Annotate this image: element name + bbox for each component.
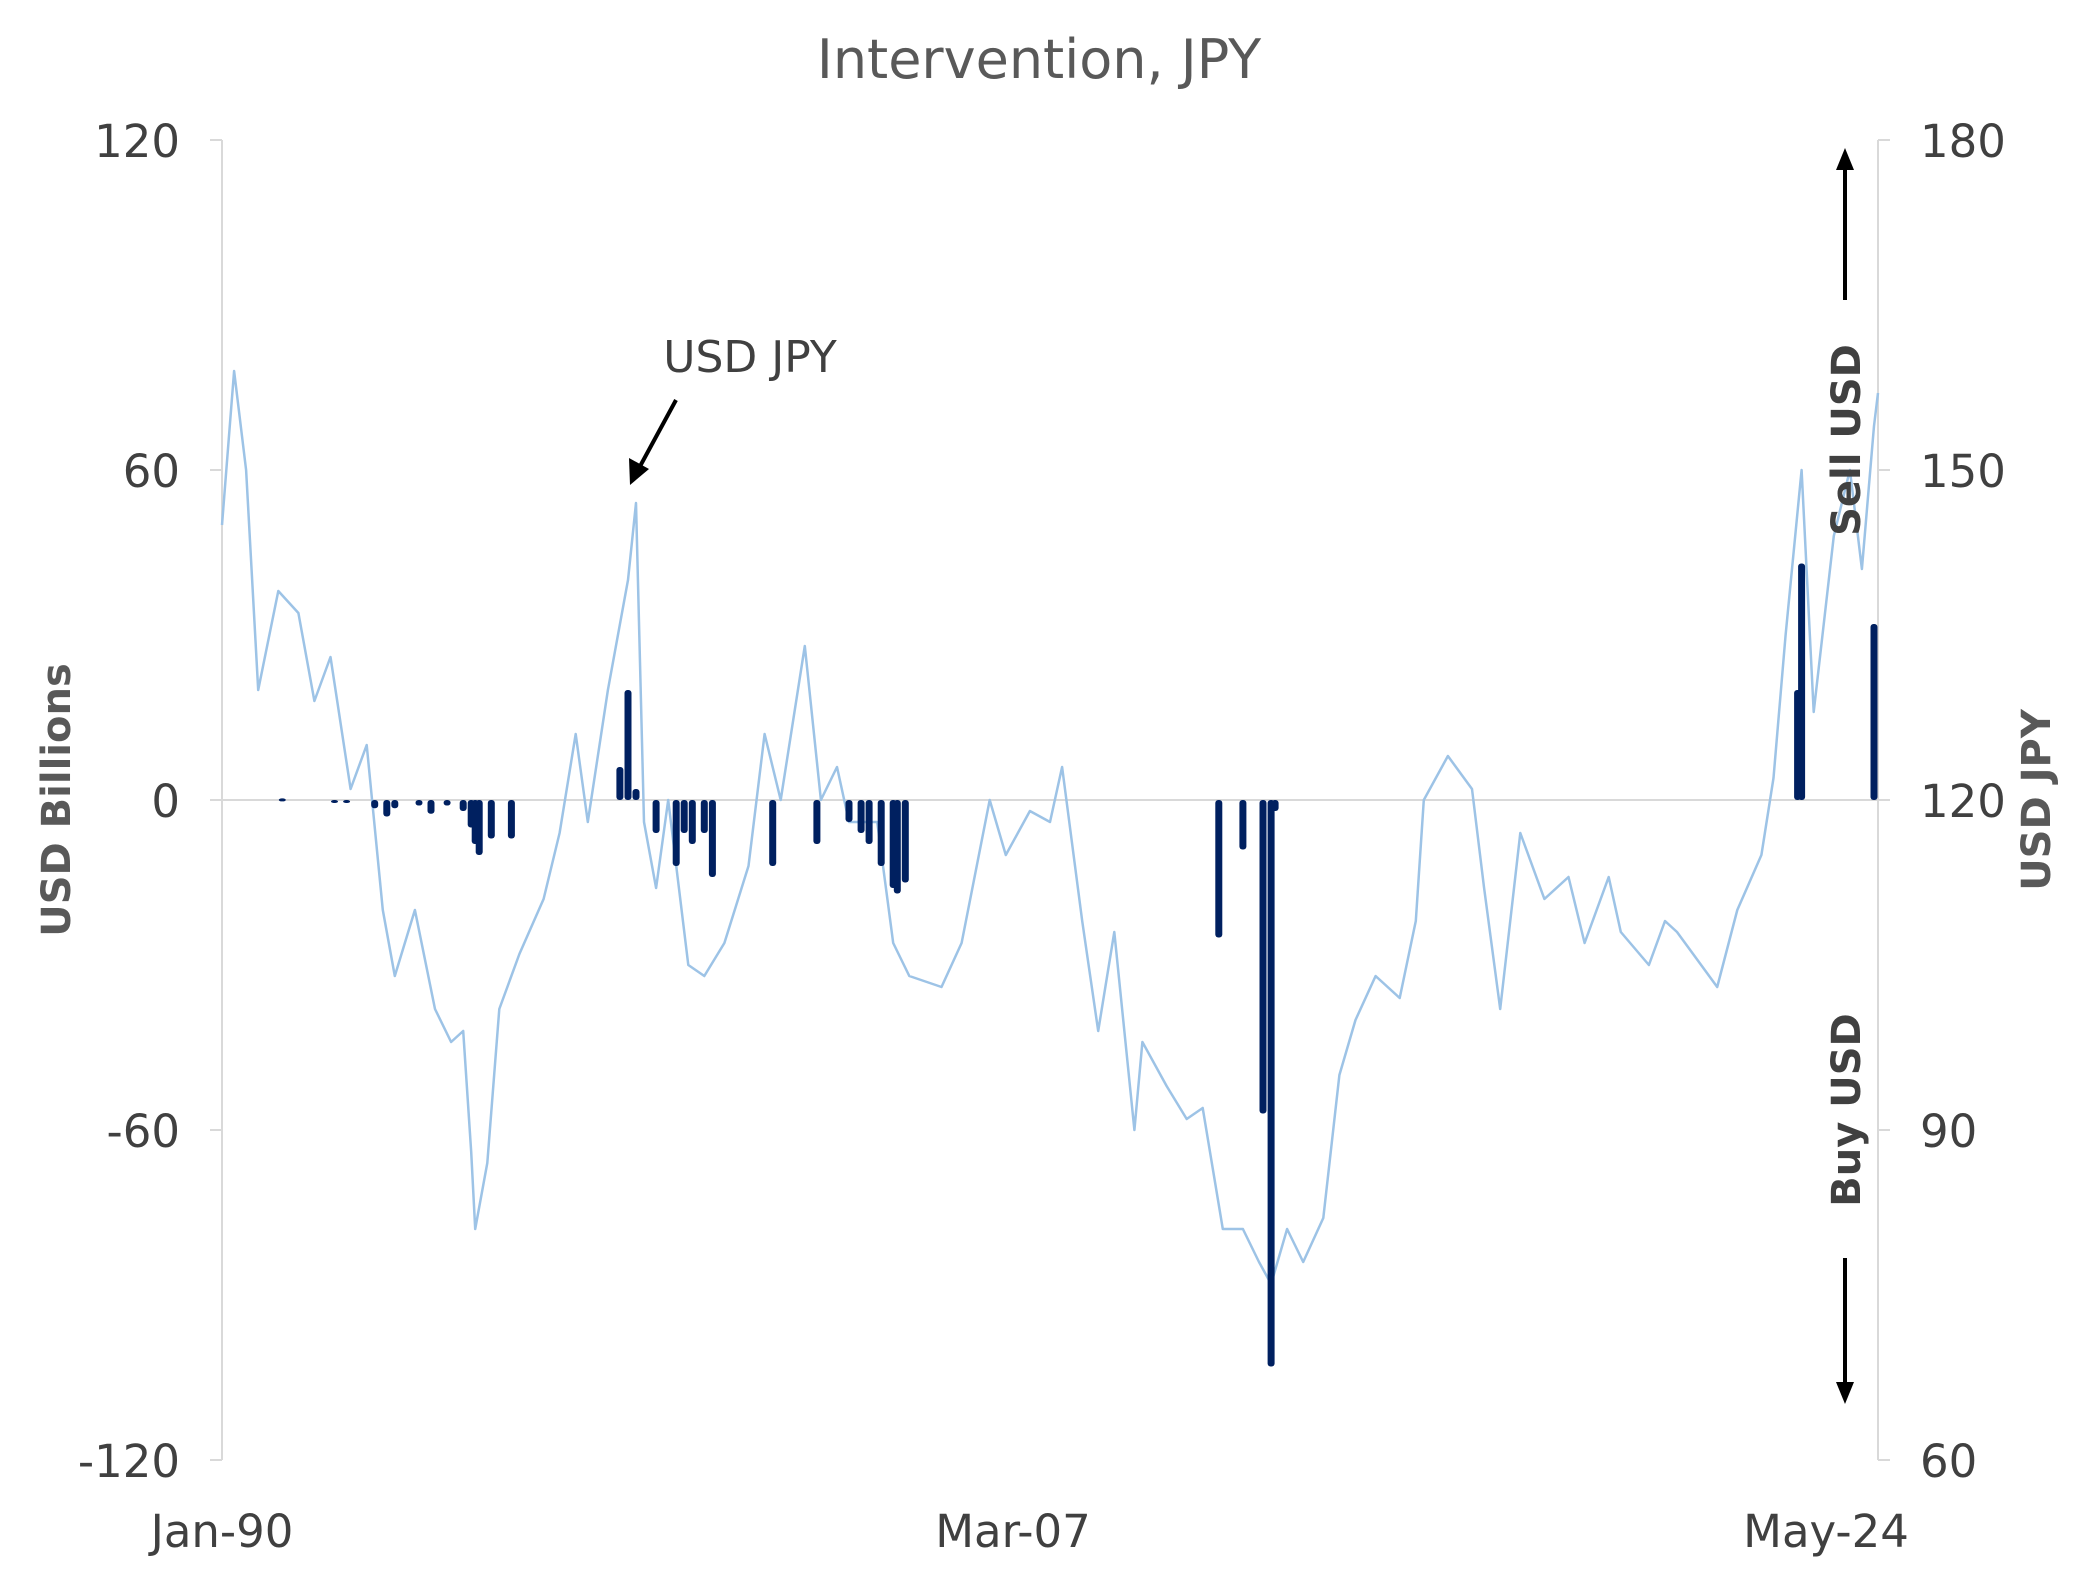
intervention-bar — [1259, 800, 1267, 1114]
intervention-bar — [680, 800, 688, 833]
intervention-bar — [672, 800, 680, 866]
intervention-bar — [624, 690, 632, 800]
intervention-bar — [427, 800, 435, 814]
intervention-bar — [708, 800, 716, 877]
intervention-bar — [475, 800, 483, 855]
intervention-bar — [877, 800, 885, 866]
intervention-bar — [443, 800, 451, 806]
intervention-bar — [383, 800, 391, 817]
usdjpy-line — [220, 369, 1880, 1286]
left-tick-label: -120 — [78, 1435, 180, 1488]
intervention-bar — [700, 800, 708, 833]
intervention-bar — [1239, 800, 1247, 850]
intervention-bar — [1215, 800, 1223, 938]
right-tick-label: 180 — [1920, 115, 2006, 168]
intervention-bar — [857, 800, 865, 833]
chart-title: Intervention, JPY — [817, 28, 1262, 91]
intervention-bar — [391, 800, 399, 809]
intervention-bar — [901, 800, 909, 883]
series-annotation-label: USD JPY — [663, 332, 837, 383]
buy-usd-label: Buy USD — [1824, 1013, 1870, 1206]
buy-arrow-head — [1836, 1382, 1854, 1404]
intervention-bar — [688, 800, 696, 844]
intervention-bar — [769, 800, 777, 866]
left-tick-label: -60 — [107, 1105, 181, 1158]
left-axis-title: USD Billions — [34, 663, 80, 937]
intervention-bar — [507, 800, 515, 839]
right-tick-label: 90 — [1920, 1105, 1977, 1158]
right-tick-label: 120 — [1920, 775, 2006, 828]
sell-usd-label: Sell USD — [1824, 344, 1870, 536]
intervention-bar — [893, 800, 901, 894]
right-axis-title: USD JPY — [2014, 708, 2060, 891]
intervention-bar — [487, 800, 495, 839]
intervention-bar-layer — [278, 563, 1878, 1367]
left-tick-label: 120 — [94, 115, 180, 168]
intervention-bar — [331, 800, 338, 803]
intervention-bar — [1798, 563, 1806, 800]
intervention-bar — [278, 798, 286, 802]
intervention-bar — [415, 800, 423, 806]
intervention-bar — [343, 800, 351, 803]
x-tick-label: Jan-90 — [148, 1505, 294, 1558]
intervention-bar — [616, 767, 624, 800]
sell-arrow-head — [1836, 148, 1854, 170]
intervention-bar — [865, 800, 873, 844]
intervention-bar — [813, 800, 821, 844]
intervention-bar — [1271, 800, 1279, 811]
intervention-bar — [459, 800, 467, 811]
annotation-arrow-head — [629, 458, 649, 485]
usdjpy-line-layer — [220, 369, 1880, 1286]
intervention-bar — [652, 800, 660, 833]
intervention-bar — [1870, 624, 1878, 800]
x-tick-label: Mar-07 — [935, 1505, 1091, 1558]
left-tick-label: 60 — [123, 445, 180, 498]
intervention-bar — [371, 800, 379, 809]
intervention-bar — [845, 800, 853, 822]
x-tick-label: May-24 — [1743, 1505, 1909, 1558]
right-tick-label: 150 — [1920, 445, 2006, 498]
intervention-bar — [1267, 800, 1275, 1367]
annotation-arrow-shaft — [636, 399, 678, 471]
left-tick-label: 0 — [151, 775, 180, 828]
right-tick-label: 60 — [1920, 1435, 1977, 1488]
intervention-bar — [632, 789, 640, 800]
